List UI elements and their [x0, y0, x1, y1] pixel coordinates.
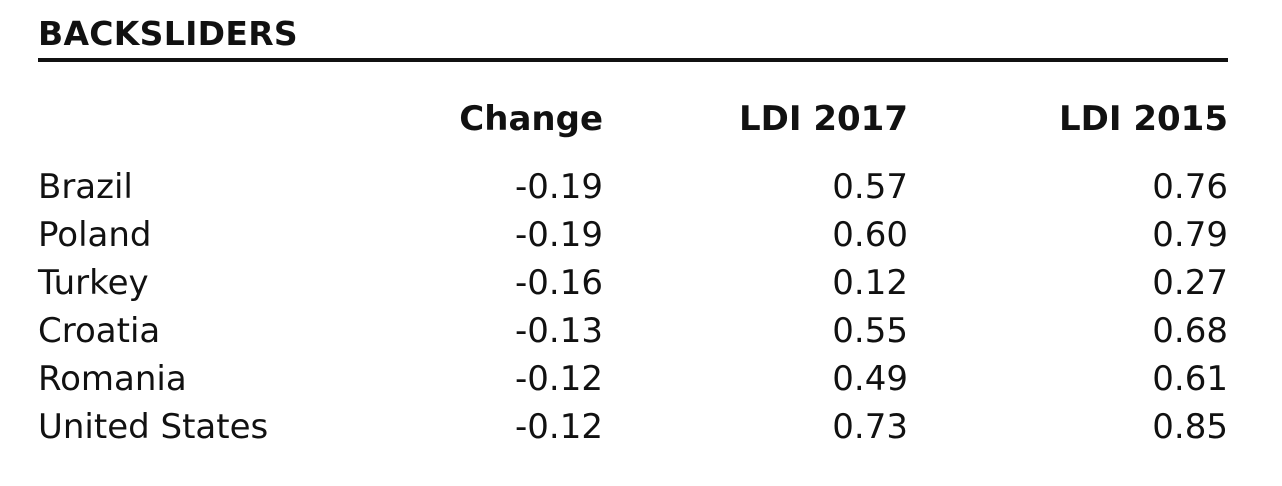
cell-ldi-2017: 0.73 — [832, 407, 908, 447]
header-change: Change — [459, 99, 603, 139]
cell-change: -0.19 — [515, 215, 603, 255]
cell-ldi-2017: 0.49 — [832, 359, 908, 399]
cell-country: Poland — [38, 215, 152, 255]
cell-ldi-2015: 0.76 — [1152, 167, 1228, 207]
cell-country: Brazil — [38, 167, 133, 207]
cell-ldi-2015: 0.27 — [1152, 263, 1228, 303]
cell-change: -0.19 — [515, 167, 603, 207]
cell-ldi-2015: 0.85 — [1152, 407, 1228, 447]
cell-change: -0.12 — [515, 407, 603, 447]
cell-ldi-2015: 0.61 — [1152, 359, 1228, 399]
cell-country: Croatia — [38, 311, 161, 351]
header-ldi-2015: LDI 2015 — [1058, 99, 1228, 139]
cell-country: Turkey — [38, 263, 149, 303]
cell-change: -0.16 — [515, 263, 603, 303]
cell-ldi-2017: 0.55 — [832, 311, 908, 351]
cell-change: -0.12 — [515, 359, 603, 399]
cell-ldi-2017: 0.57 — [832, 167, 908, 207]
cell-ldi-2015: 0.79 — [1152, 215, 1228, 255]
cell-country: United States — [38, 407, 269, 447]
title-divider — [38, 58, 1228, 62]
table-title: BACKSLIDERS — [38, 14, 298, 53]
cell-country: Romania — [38, 359, 187, 399]
cell-ldi-2017: 0.60 — [832, 215, 908, 255]
cell-change: -0.13 — [515, 311, 603, 351]
cell-ldi-2015: 0.68 — [1152, 311, 1228, 351]
cell-ldi-2017: 0.12 — [832, 263, 908, 303]
header-ldi-2017: LDI 2017 — [738, 99, 908, 139]
